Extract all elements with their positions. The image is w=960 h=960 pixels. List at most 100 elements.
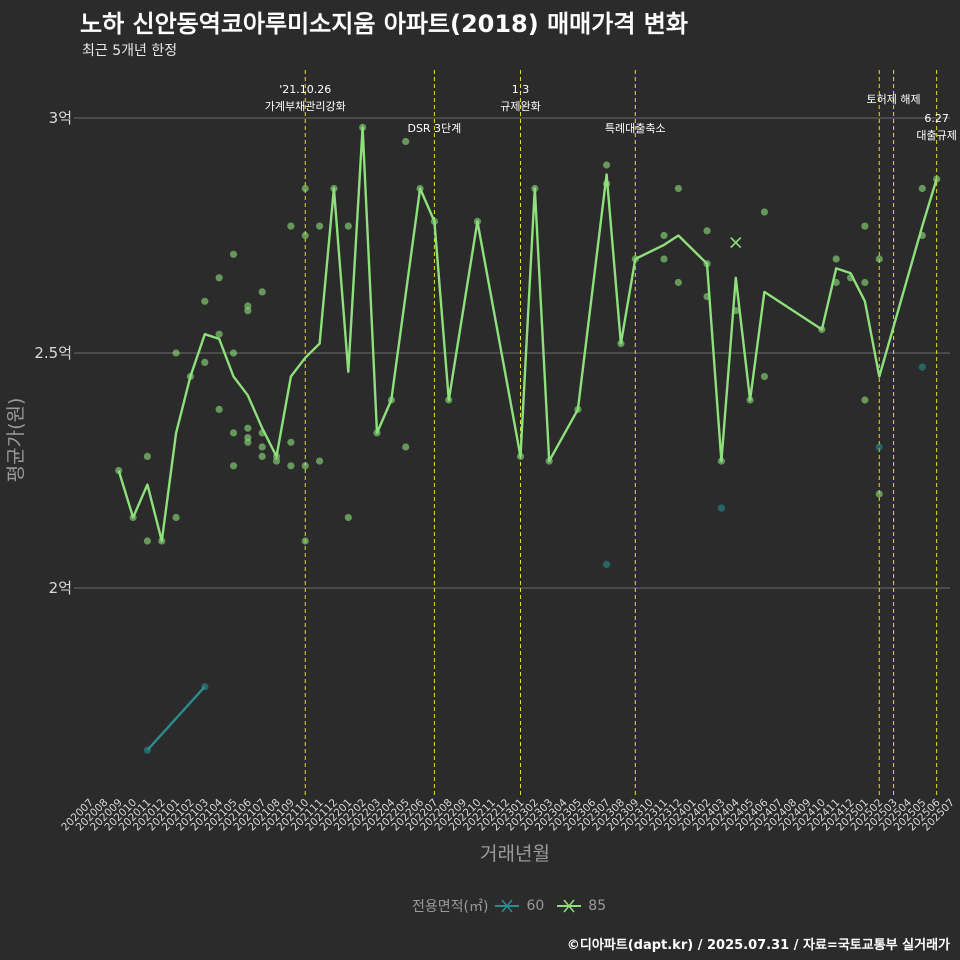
- data-point-85: [832, 255, 840, 263]
- event-label: 특례대출축소: [605, 122, 666, 135]
- event-label: DSR 3단계: [407, 122, 461, 135]
- data-point-85: [402, 137, 410, 146]
- data-point-85: [301, 184, 309, 193]
- data-point-60: [603, 560, 611, 569]
- data-point-85: [115, 466, 123, 475]
- data-point-85: [186, 372, 195, 381]
- data-point-85: [430, 217, 438, 225]
- event-label: 1.3: [512, 83, 530, 96]
- legend: 전용면적(㎡) 60 85: [412, 896, 612, 916]
- data-point-85: [201, 358, 209, 366]
- data-point-85: [215, 274, 223, 282]
- event-label: '21.10.26: [279, 83, 331, 96]
- data-point-85: [215, 405, 223, 413]
- data-point-85: [287, 438, 295, 446]
- event-label: 가계부채관리강화: [265, 100, 346, 113]
- data-point-85: [631, 255, 639, 263]
- data-point-85: [617, 340, 625, 348]
- event-label: 토허제 해제: [867, 92, 921, 106]
- legend-title: 전용면적(㎡): [412, 899, 489, 915]
- tick-layer: 2억2.5억3억20200720200820200920201020201120…: [34, 109, 957, 833]
- data-point-85: [660, 231, 668, 240]
- data-point-85: [143, 537, 151, 545]
- data-point-85: [387, 396, 395, 404]
- legend-label-85: 85: [588, 898, 607, 914]
- data-point-85: [301, 537, 309, 545]
- data-point-85: [316, 457, 324, 465]
- data-point-85: [158, 537, 166, 545]
- data-point-85: [832, 278, 840, 287]
- legend-key-85: [557, 899, 582, 913]
- event-label: 6.27: [924, 112, 949, 125]
- data-point-85: [402, 443, 410, 451]
- data-point-85: [215, 330, 223, 338]
- data-point-85: [760, 208, 769, 216]
- data-point-85: [344, 513, 352, 522]
- data-point-85: [244, 307, 252, 315]
- data-point-85: [229, 250, 238, 258]
- data-point-60: [201, 683, 209, 691]
- data-point-85: [603, 161, 611, 169]
- legend-label-60: 60: [526, 898, 545, 914]
- data-point-60: [918, 363, 926, 371]
- data-point-85: [244, 438, 252, 446]
- data-point-85: [172, 513, 180, 522]
- data-point-85: [717, 457, 726, 465]
- cross-stroke: [730, 236, 742, 249]
- data-point-85: [875, 255, 883, 263]
- data-point-60: [143, 746, 151, 754]
- y-tick-label: 2.5억: [34, 344, 72, 362]
- data-point-85: [229, 429, 238, 437]
- data-point-85: [287, 222, 295, 230]
- chart-title: 노하 신안동역코아루미소지움 아파트(2018) 매매가격 변화: [80, 10, 688, 38]
- data-point-85: [746, 396, 754, 404]
- data-point-85: [674, 278, 682, 287]
- data-point-85: [172, 349, 180, 357]
- data-point-85: [301, 231, 309, 240]
- data-point-85: [760, 372, 769, 381]
- data-point-85: [344, 222, 352, 230]
- data-point-60: [717, 504, 726, 512]
- data-point-85: [301, 462, 309, 470]
- series-line-60: [146, 685, 206, 751]
- data-point-85: [603, 180, 611, 188]
- data-point-85: [244, 424, 252, 432]
- data-point-85: [861, 222, 869, 230]
- data-point-85: [330, 184, 338, 193]
- data-point-85: [703, 227, 711, 235]
- data-point-85: [258, 288, 266, 296]
- data-point-85: [229, 462, 238, 470]
- series-layer: [115, 123, 941, 754]
- data-point-85: [287, 462, 295, 470]
- data-point-85: [143, 452, 151, 460]
- data-point-85: [732, 307, 740, 315]
- x-axis-title: 거래년월: [480, 843, 550, 865]
- data-point-85: [473, 217, 482, 225]
- data-point-85: [416, 184, 424, 193]
- event-label: 규제완화: [500, 100, 540, 113]
- data-point-85: [258, 443, 266, 451]
- data-point-85: [861, 396, 869, 404]
- series-line-85: [117, 126, 938, 543]
- data-point-85: [875, 490, 883, 498]
- data-point-85: [229, 349, 238, 357]
- chart-subtitle: 최근 5개년 한정: [82, 43, 178, 59]
- data-point-85: [272, 457, 281, 465]
- data-point-85: [918, 231, 926, 240]
- data-point-85: [258, 452, 266, 460]
- data-point-85: [818, 325, 826, 334]
- data-point-85: [846, 274, 855, 282]
- data-point-85: [545, 457, 553, 465]
- data-point-60: [875, 443, 883, 451]
- data-point-85: [933, 175, 941, 183]
- legend-key-60: [495, 899, 520, 913]
- data-point-85: [359, 123, 367, 131]
- data-point-85: [201, 297, 209, 305]
- data-point-85: [574, 405, 582, 413]
- grid-layer: [74, 117, 950, 589]
- data-point-85: [445, 396, 453, 404]
- event-label: 대출규제: [916, 129, 956, 142]
- y-tick-label: 3억: [49, 109, 72, 127]
